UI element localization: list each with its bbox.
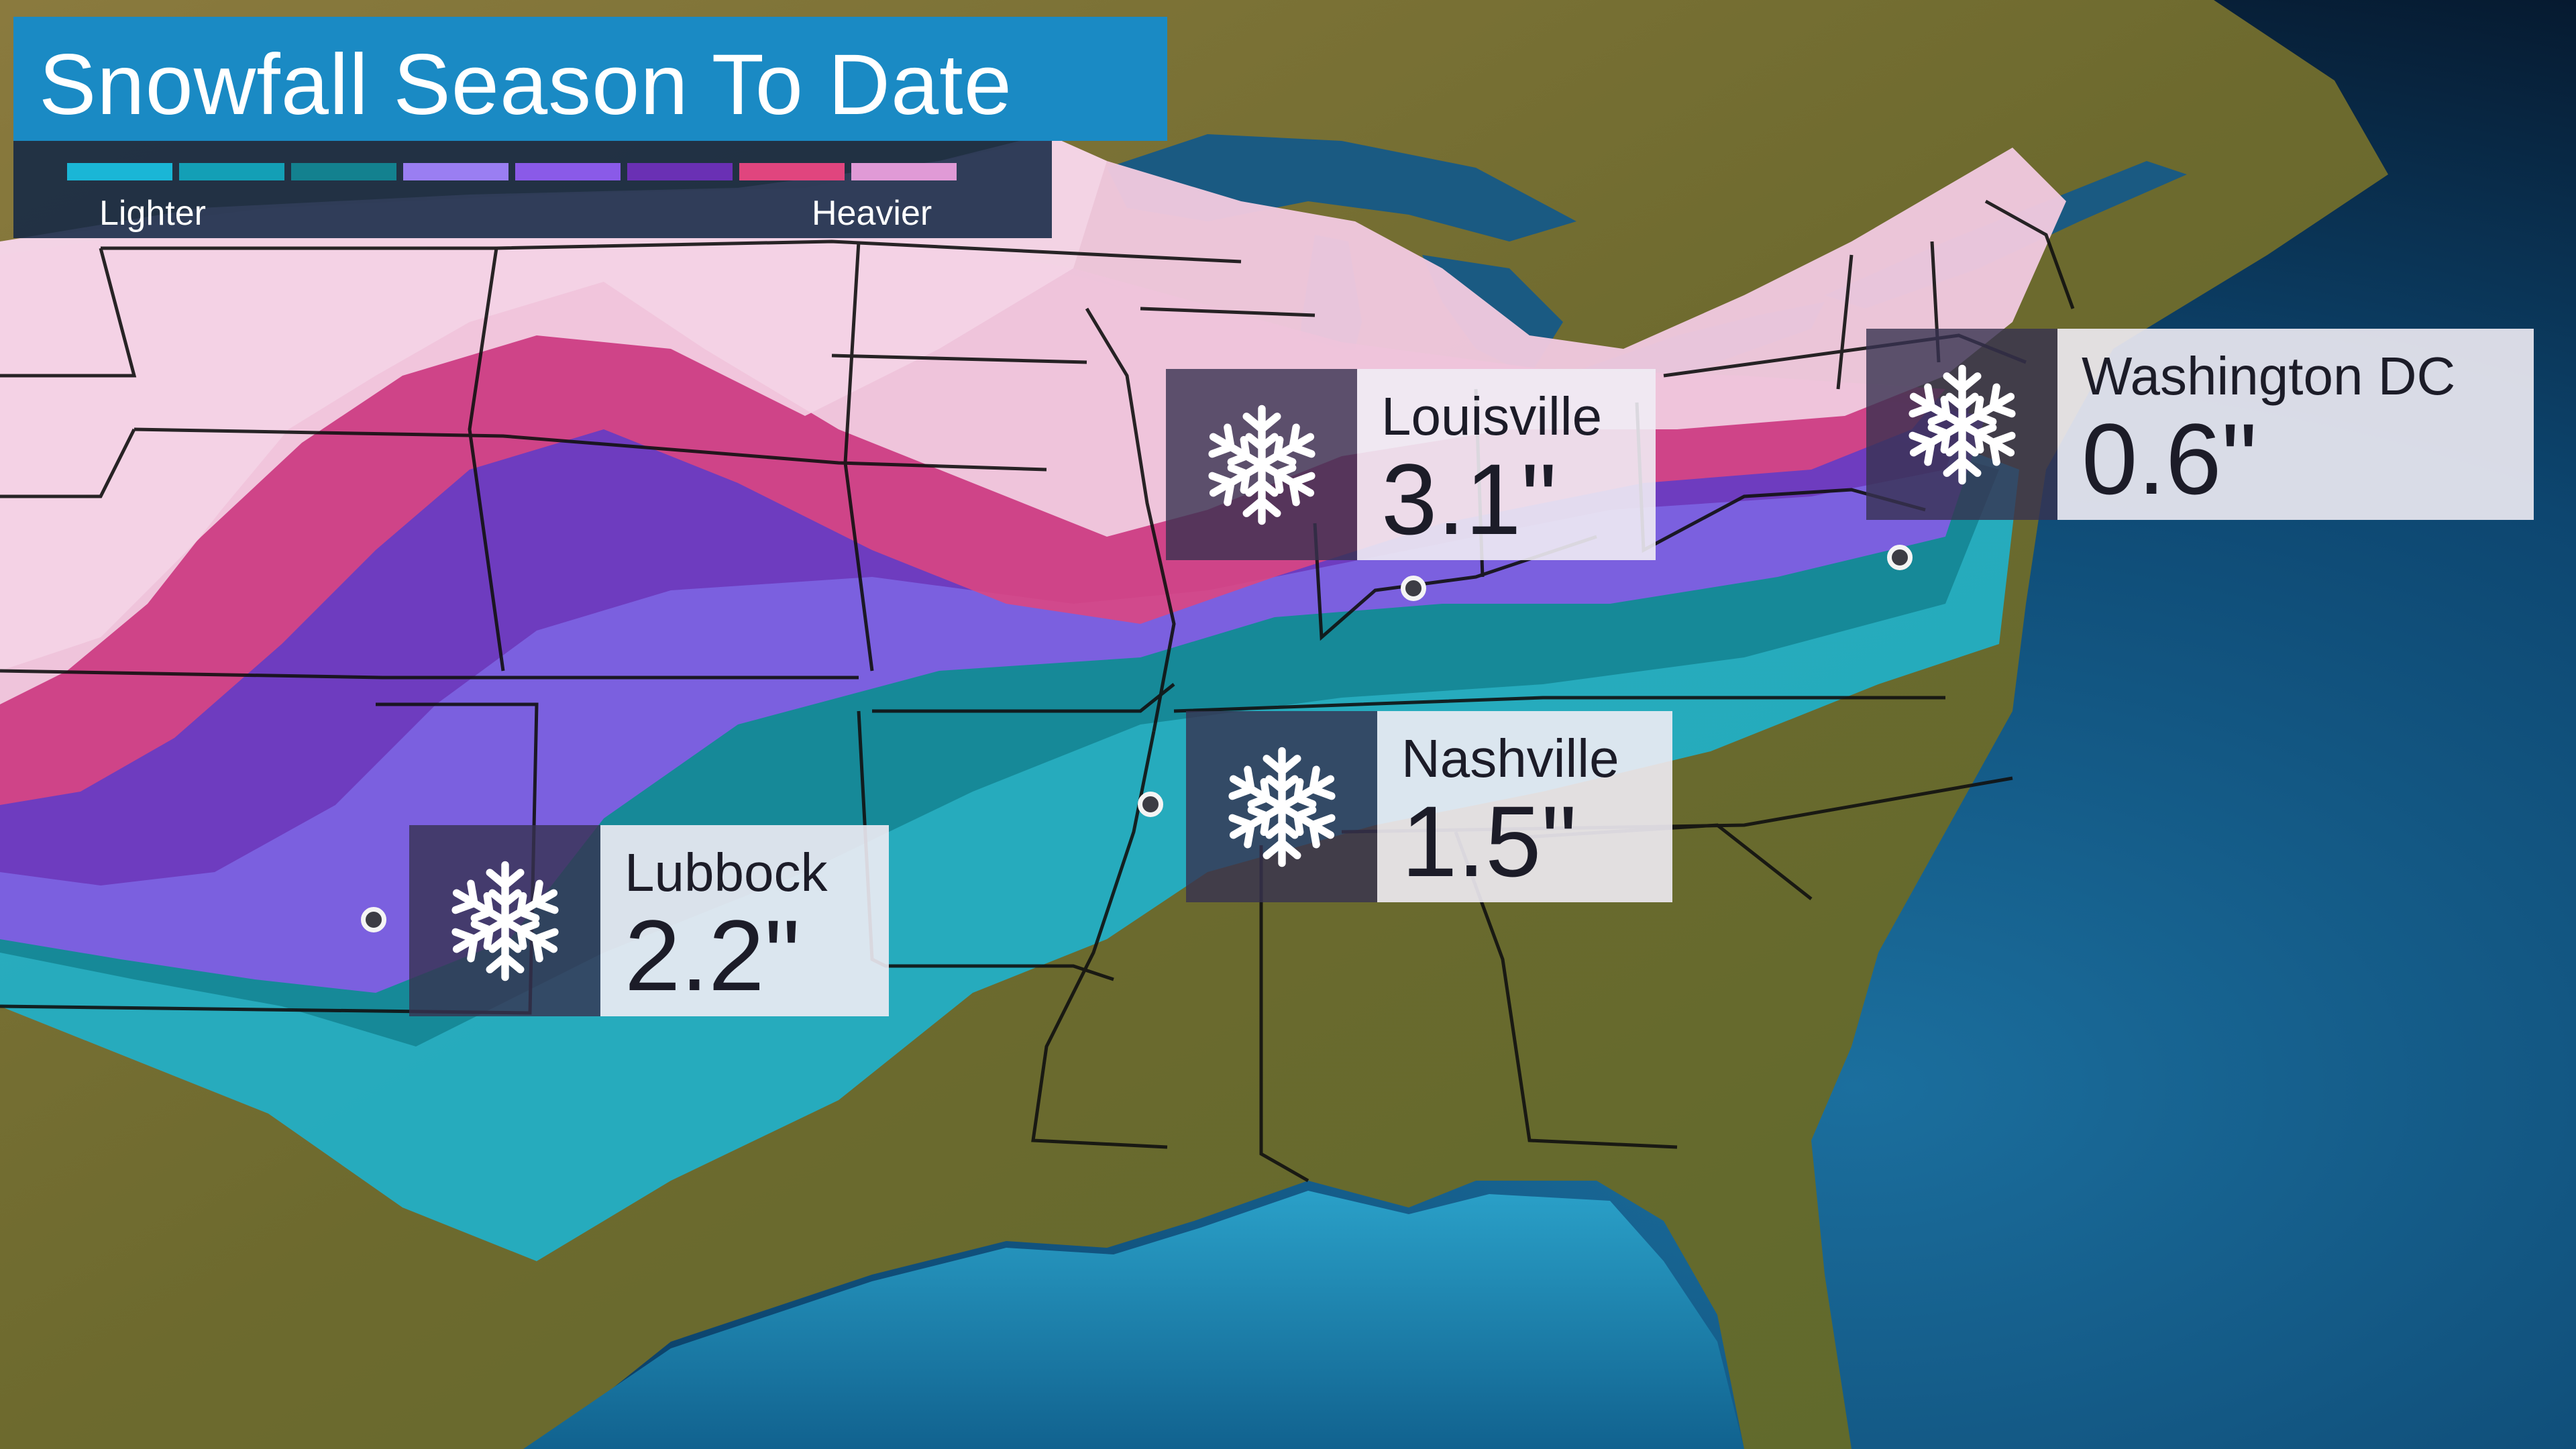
snowfall-amount: 2.2" <box>625 899 800 1012</box>
page-title: Snowfall Season To Date <box>39 37 1012 133</box>
legend-swatch <box>67 163 172 180</box>
legend-swatch <box>515 163 621 180</box>
legend-swatch <box>179 163 284 180</box>
callout-label: Louisville 3.1" <box>1357 369 1656 560</box>
snowflake-icon <box>1866 329 2057 520</box>
callout-label: Washington DC 0.6" <box>2057 329 2534 520</box>
gulf-of-mexico <box>523 1191 1744 1449</box>
legend-swatch <box>739 163 845 180</box>
snowfall-amount: 0.6" <box>2082 402 2257 515</box>
snowflake-icon <box>1186 711 1377 902</box>
city-name: Washington DC <box>2082 346 2456 406</box>
legend: Lighter Heavier <box>13 141 1052 238</box>
callout-nashville: Nashville 1.5" <box>1186 711 1672 902</box>
city-name: Lubbock <box>625 843 828 902</box>
callout-label: Lubbock 2.2" <box>600 825 889 1016</box>
city-marker-washington-dc <box>1887 545 1913 570</box>
callout-louisville: Louisville 3.1" <box>1166 369 1656 560</box>
snowflake-icon <box>1166 369 1357 560</box>
snowfall-amount: 1.5" <box>1401 785 1577 898</box>
snow-band-light-interior <box>0 134 1107 671</box>
legend-swatch <box>851 163 957 180</box>
title-banner: Snowfall Season To Date <box>13 17 1167 141</box>
city-name: Louisville <box>1381 386 1603 446</box>
callout-washington-dc: Washington DC 0.6" <box>1866 329 2534 520</box>
callout-label: Nashville 1.5" <box>1377 711 1672 902</box>
legend-swatch <box>627 163 733 180</box>
snow-band-pink <box>0 201 1945 805</box>
snowfall-amount: 3.1" <box>1381 443 1557 555</box>
city-marker-nashville <box>1138 792 1163 817</box>
legend-high-label: Heavier <box>812 194 932 233</box>
legend-swatch <box>291 163 396 180</box>
legend-low-label: Lighter <box>99 194 206 233</box>
callout-lubbock: Lubbock 2.2" <box>409 825 889 1016</box>
legend-color-scale <box>67 163 957 180</box>
city-marker-louisville <box>1401 576 1426 601</box>
city-marker-lubbock <box>361 907 386 932</box>
city-name: Nashville <box>1401 729 1619 788</box>
snowflake-icon <box>409 825 600 1016</box>
legend-swatch <box>403 163 508 180</box>
